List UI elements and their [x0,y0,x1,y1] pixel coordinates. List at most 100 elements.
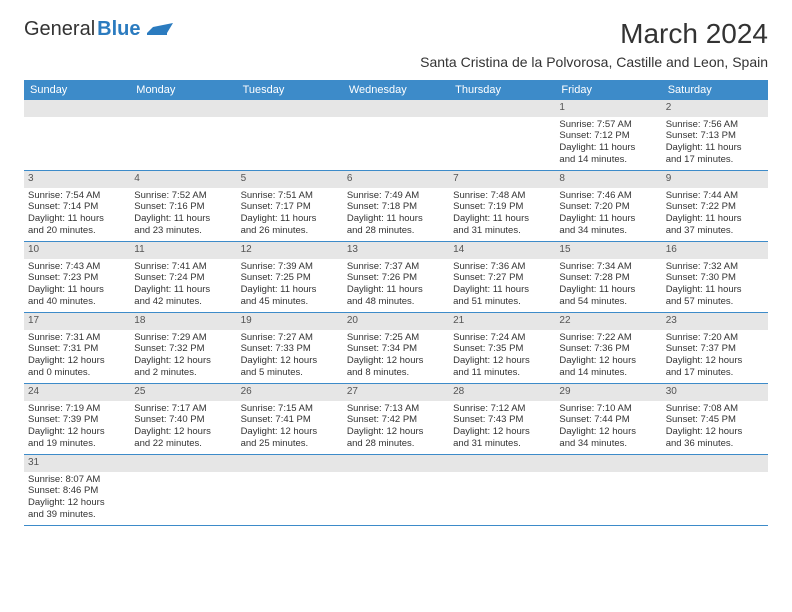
day-line: and 5 minutes. [241,367,339,379]
day-number: 19 [237,313,343,330]
day-line: Sunrise: 7:37 AM [347,261,445,273]
day-line: Daylight: 12 hours [28,497,126,509]
day-number: 3 [24,171,130,188]
day-details: Sunrise: 7:39 AMSunset: 7:25 PMDaylight:… [237,259,343,313]
day-cell: 25Sunrise: 7:17 AMSunset: 7:40 PMDayligh… [130,384,236,454]
day-details: Sunrise: 7:10 AMSunset: 7:44 PMDaylight:… [555,401,661,455]
day-line: and 23 minutes. [134,225,232,237]
day-line: Daylight: 11 hours [453,284,551,296]
day-number: 5 [237,171,343,188]
day-line: Daylight: 11 hours [134,213,232,225]
day-number: 27 [343,384,449,401]
day-line: and 25 minutes. [241,438,339,450]
day-line: Sunrise: 7:34 AM [559,261,657,273]
day-line: Sunset: 7:41 PM [241,414,339,426]
day-number [343,100,449,117]
day-cell [449,455,555,525]
day-line: Sunset: 8:46 PM [28,485,126,497]
day-line: Sunrise: 7:56 AM [666,119,764,131]
day-line: Daylight: 11 hours [28,213,126,225]
day-number [130,455,236,472]
day-line: Sunrise: 7:36 AM [453,261,551,273]
day-number [555,455,661,472]
day-line: Sunset: 7:31 PM [28,343,126,355]
day-number [237,100,343,117]
day-number [237,455,343,472]
day-line: Sunset: 7:36 PM [559,343,657,355]
day-line: Sunrise: 7:49 AM [347,190,445,202]
logo-flag-icon [147,18,173,41]
day-details: Sunrise: 7:19 AMSunset: 7:39 PMDaylight:… [24,401,130,455]
week-row: 24Sunrise: 7:19 AMSunset: 7:39 PMDayligh… [24,384,768,455]
day-line: and 51 minutes. [453,296,551,308]
day-details: Sunrise: 7:29 AMSunset: 7:32 PMDaylight:… [130,330,236,384]
day-line: and 42 minutes. [134,296,232,308]
day-line: Sunset: 7:32 PM [134,343,232,355]
day-line: Daylight: 12 hours [241,355,339,367]
day-details: Sunrise: 7:32 AMSunset: 7:30 PMDaylight:… [662,259,768,313]
title-block: March 2024 Santa Cristina de la Polvoros… [420,18,768,70]
day-details: Sunrise: 7:25 AMSunset: 7:34 PMDaylight:… [343,330,449,384]
day-details: Sunrise: 7:27 AMSunset: 7:33 PMDaylight:… [237,330,343,384]
week-row: 17Sunrise: 7:31 AMSunset: 7:31 PMDayligh… [24,313,768,384]
day-number: 24 [24,384,130,401]
day-line: Sunrise: 7:54 AM [28,190,126,202]
day-line: Sunset: 7:42 PM [347,414,445,426]
day-cell [343,455,449,525]
day-line: Sunset: 7:13 PM [666,130,764,142]
day-line: Daylight: 12 hours [28,355,126,367]
day-line: and 8 minutes. [347,367,445,379]
day-details: Sunrise: 7:08 AMSunset: 7:45 PMDaylight:… [662,401,768,455]
day-number: 22 [555,313,661,330]
day-cell: 9Sunrise: 7:44 AMSunset: 7:22 PMDaylight… [662,171,768,241]
day-details: Sunrise: 7:31 AMSunset: 7:31 PMDaylight:… [24,330,130,384]
day-cell [343,100,449,170]
day-line: Sunrise: 8:07 AM [28,474,126,486]
logo: GeneralBlue [24,18,173,41]
day-details: Sunrise: 7:20 AMSunset: 7:37 PMDaylight:… [662,330,768,384]
day-line: Sunrise: 7:39 AM [241,261,339,273]
day-number: 12 [237,242,343,259]
day-line: Sunset: 7:12 PM [559,130,657,142]
day-line: Daylight: 11 hours [559,213,657,225]
day-line: Sunset: 7:22 PM [666,201,764,213]
day-cell: 1Sunrise: 7:57 AMSunset: 7:12 PMDaylight… [555,100,661,170]
day-header: Saturday [662,80,768,100]
day-line: Sunrise: 7:13 AM [347,403,445,415]
day-line: and 14 minutes. [559,367,657,379]
day-line: and 19 minutes. [28,438,126,450]
day-line: Sunrise: 7:41 AM [134,261,232,273]
day-line: Daylight: 12 hours [666,426,764,438]
day-line: and 48 minutes. [347,296,445,308]
day-line: and 39 minutes. [28,509,126,521]
day-number: 25 [130,384,236,401]
day-line: and 36 minutes. [666,438,764,450]
week-row: 31 Sunrise: 8:07 AMSunset: 8:46 PMDayligh… [24,455,768,526]
logo-text-part2: Blue [97,18,140,41]
day-cell [662,455,768,525]
day-line: Sunset: 7:25 PM [241,272,339,284]
day-cell: 31 Sunrise: 8:07 AMSunset: 8:46 PMDayligh… [24,455,130,525]
day-line: Sunrise: 7:19 AM [28,403,126,415]
day-number: 31 [24,455,130,472]
day-line: and 2 minutes. [134,367,232,379]
day-number: 16 [662,242,768,259]
day-line: Sunset: 7:19 PM [453,201,551,213]
day-details: Sunrise: 7:48 AMSunset: 7:19 PMDaylight:… [449,188,555,242]
day-cell: 15Sunrise: 7:34 AMSunset: 7:28 PMDayligh… [555,242,661,312]
day-line: and 34 minutes. [559,438,657,450]
day-line: Sunrise: 7:10 AM [559,403,657,415]
day-number: 17 [24,313,130,330]
day-details: Sunrise: 7:54 AMSunset: 7:14 PMDaylight:… [24,188,130,242]
day-line: and 40 minutes. [28,296,126,308]
day-line: Daylight: 12 hours [241,426,339,438]
day-line: Sunrise: 7:31 AM [28,332,126,344]
day-line: Daylight: 12 hours [453,426,551,438]
day-cell: 30Sunrise: 7:08 AMSunset: 7:45 PMDayligh… [662,384,768,454]
day-line: Daylight: 12 hours [134,355,232,367]
day-line: and 0 minutes. [28,367,126,379]
day-number [130,100,236,117]
day-line: Daylight: 12 hours [347,426,445,438]
day-cell [237,100,343,170]
day-line: Sunrise: 7:24 AM [453,332,551,344]
